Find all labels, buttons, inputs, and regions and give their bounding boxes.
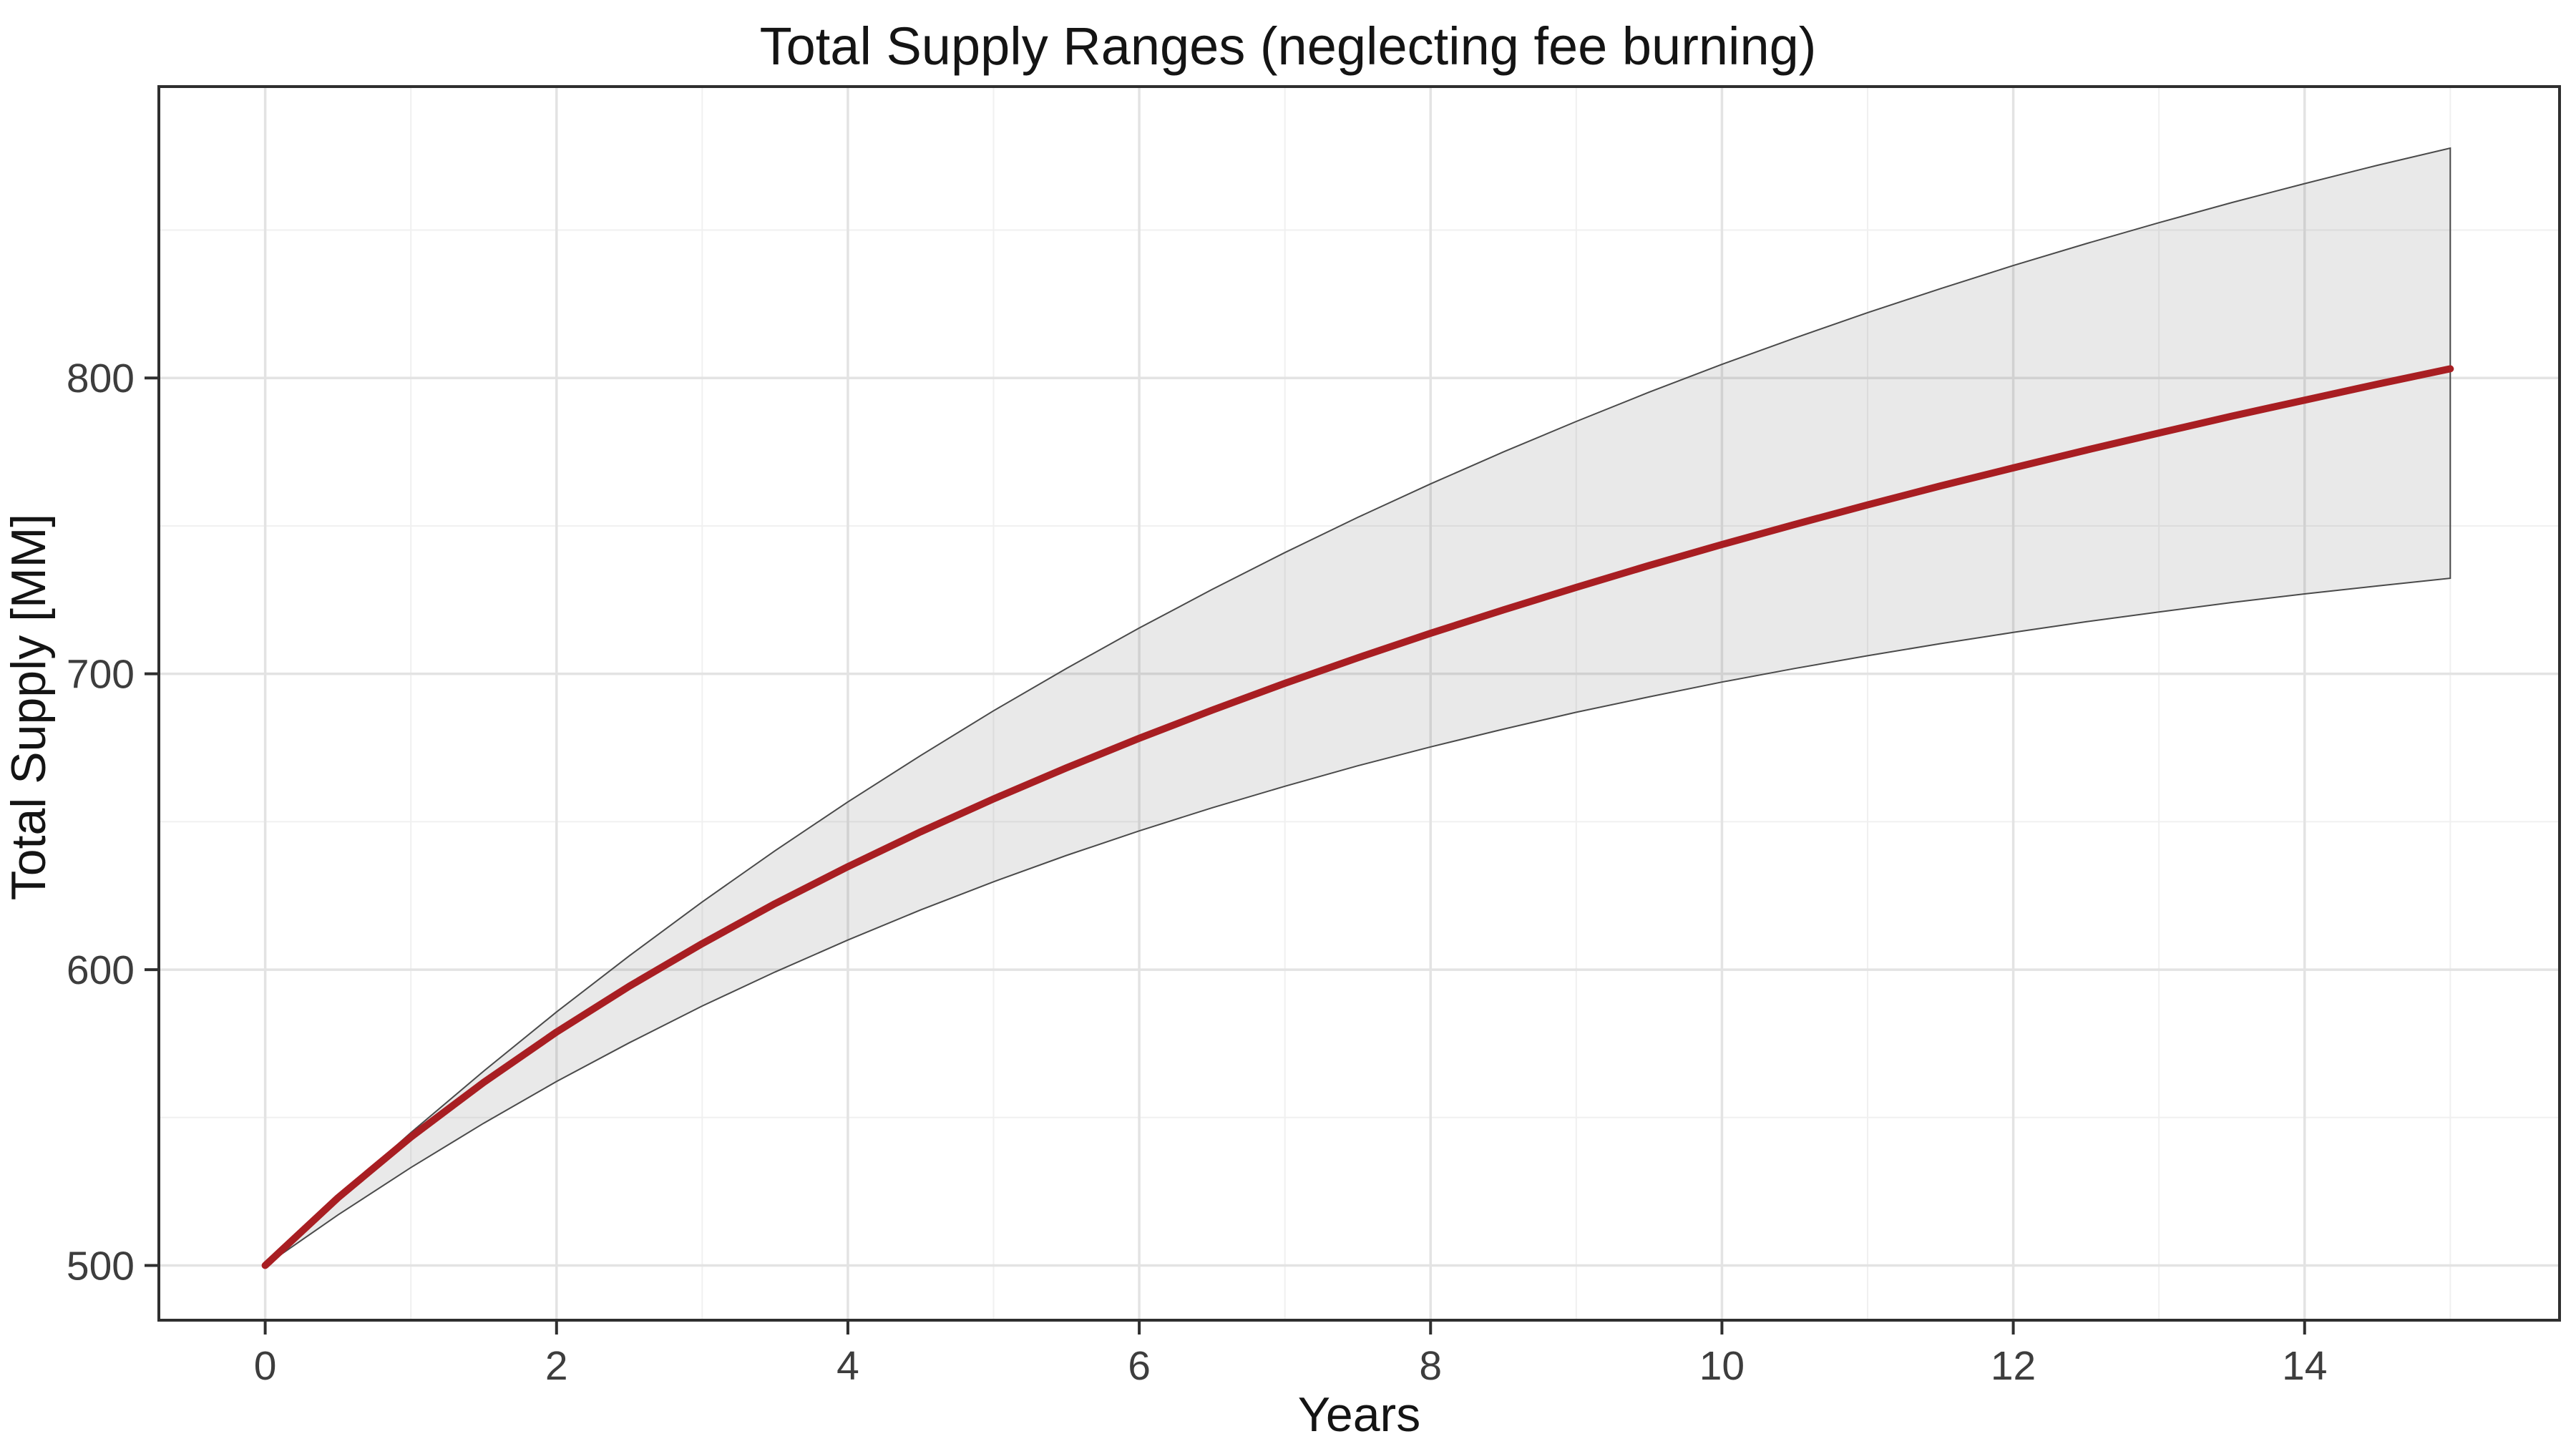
median-supply-line xyxy=(261,365,2454,1269)
x-tick-label: 4 xyxy=(836,1343,859,1389)
x-tick-label: 12 xyxy=(1991,1343,2036,1389)
y-tick-label: 800 xyxy=(67,356,135,401)
supply-range-ribbon xyxy=(264,147,2451,1267)
y-axis-title: Total Supply [MM] xyxy=(1,513,56,901)
y-tick-label: 700 xyxy=(67,652,135,698)
x-tick-label: 2 xyxy=(545,1343,568,1389)
x-tick-label: 0 xyxy=(254,1343,277,1389)
x-tick-label: 14 xyxy=(2282,1343,2327,1389)
x-tick-label: 6 xyxy=(1128,1343,1151,1389)
x-tick-label: 10 xyxy=(1699,1343,1745,1389)
chart-title: Total Supply Ranges (neglecting fee burn… xyxy=(759,16,1817,76)
y-tick-label: 500 xyxy=(67,1244,135,1289)
panel-border xyxy=(157,85,2561,1322)
x-axis-title: Years xyxy=(1297,1387,1421,1442)
x-tick-label: 8 xyxy=(1419,1343,1442,1389)
y-tick-label: 600 xyxy=(67,947,135,993)
